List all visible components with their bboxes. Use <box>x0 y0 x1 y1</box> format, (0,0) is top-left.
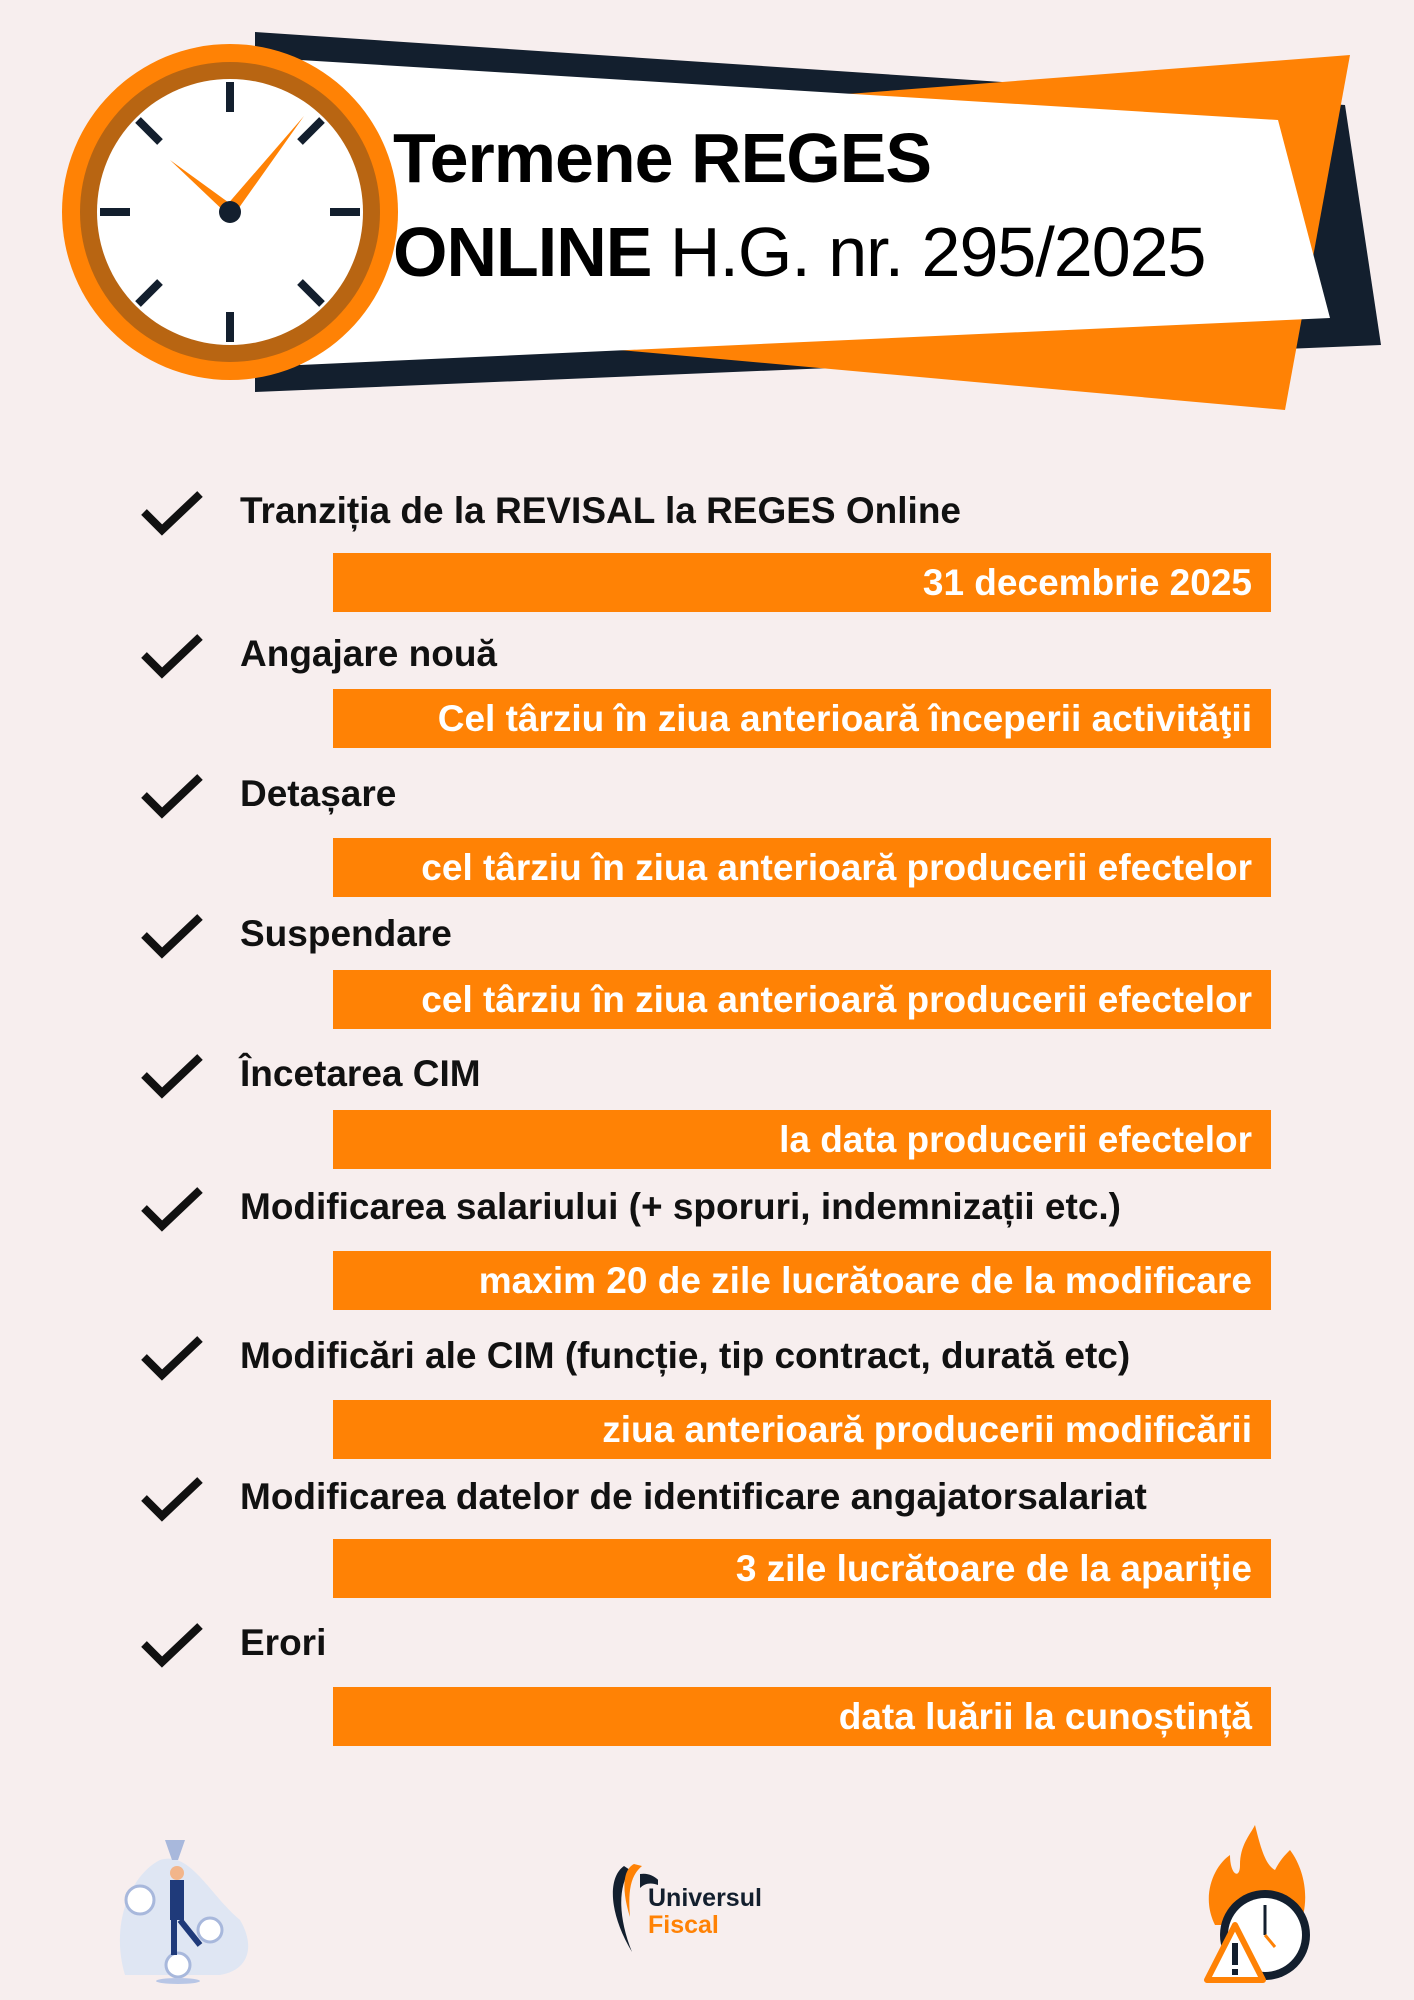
checkmark-icon <box>141 914 203 959</box>
juggler-illustration <box>100 1835 260 1990</box>
deadline-bar: la data producerii efectelor <box>333 1110 1271 1169</box>
checkmark-icon <box>141 1477 203 1522</box>
deadline-bar: 3 zile lucrătoare de la apariție <box>333 1539 1271 1598</box>
title-decree: H.G. nr. 295/2025 <box>669 213 1207 291</box>
deadline-bar: maxim 20 de zile lucrătoare de la modifi… <box>333 1251 1271 1310</box>
header-banner: Termene REGES ONLINE H.G. nr. 295/2025 <box>0 0 1414 420</box>
checkmark-icon <box>141 1623 203 1668</box>
universul-fiscal-logo: Universul Fiscal <box>604 1862 762 1954</box>
item-label: Erori <box>240 1622 327 1663</box>
item-label: Modificarea salariului (+ sporuri, indem… <box>240 1186 1122 1227</box>
deadline-bar: cel târziu în ziua anterioară producerii… <box>333 970 1271 1029</box>
checkmark-icon <box>141 1187 203 1232</box>
page-title-line1: Termene REGES <box>393 119 932 197</box>
checkmark-icon <box>141 491 203 536</box>
item-label: Modificarea datelor de identificare anga… <box>240 1476 1147 1517</box>
deadline-bar: ziua anterioară producerii modificării <box>333 1400 1271 1459</box>
clock-icon <box>62 44 398 380</box>
item-label: Angajare nouă <box>240 633 497 674</box>
burning-clock-warning-icon <box>1195 1825 1330 1990</box>
deadline-bar: Cel târziu în ziua anterioară începerii … <box>333 689 1271 748</box>
deadline-bar: cel târziu în ziua anterioară producerii… <box>333 838 1271 897</box>
checkmark-icon <box>141 1054 203 1099</box>
item-label: Tranziția de la REVISAL la REGES Online <box>240 490 962 531</box>
item-label: Suspendare <box>240 913 452 954</box>
deadline-bar: data luării la cunoștință <box>333 1687 1271 1746</box>
item-label: Încetarea CIM <box>240 1053 481 1094</box>
item-label: Modificări ale CIM (funcție, tip contrac… <box>240 1335 1131 1376</box>
banner-graphic <box>62 32 1381 410</box>
logo-text-universul: Universul <box>648 1884 762 1912</box>
item-label: Detașare <box>240 773 397 814</box>
checkmark-icon <box>141 634 203 679</box>
checkmark-icon <box>141 774 203 819</box>
title-online: ONLINE <box>393 213 652 291</box>
logo-text-fiscal: Fiscal <box>648 1911 719 1939</box>
checkmark-icon <box>141 1336 203 1381</box>
deadline-bar: 31 decembrie 2025 <box>333 553 1271 612</box>
page-title-line2: ONLINE H.G. nr. 295/2025 <box>393 212 1206 292</box>
